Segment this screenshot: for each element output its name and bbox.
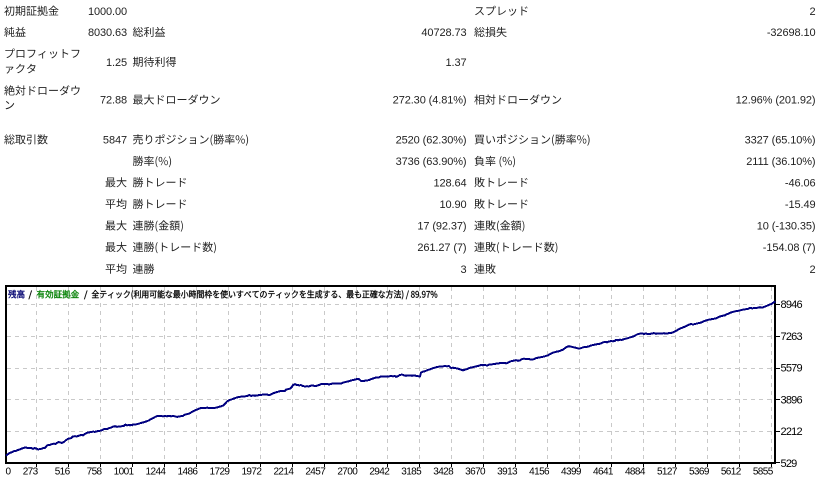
svg-text:5369: 5369 [689, 467, 710, 478]
svg-text:1001: 1001 [114, 467, 135, 478]
svg-text:5579: 5579 [781, 363, 803, 375]
svg-text:2: 2 [809, 6, 815, 18]
svg-text:2520 (62.30%): 2520 (62.30%) [396, 134, 467, 146]
svg-text:529: 529 [781, 458, 798, 470]
svg-text:273: 273 [23, 467, 39, 478]
svg-text:128.64: 128.64 [433, 177, 466, 189]
svg-text:261.27 (7): 261.27 (7) [417, 242, 466, 254]
svg-text:1972: 1972 [241, 467, 262, 478]
svg-text:8946: 8946 [781, 299, 803, 311]
svg-text:272.30 (4.81%): 272.30 (4.81%) [393, 95, 467, 107]
svg-text:1486: 1486 [178, 467, 199, 478]
svg-text:3670: 3670 [465, 467, 486, 478]
svg-text:3185: 3185 [401, 467, 422, 478]
svg-text:1000.00: 1000.00 [88, 6, 127, 18]
svg-text:2214: 2214 [273, 467, 294, 478]
svg-text:2212: 2212 [781, 426, 803, 438]
svg-text:1729: 1729 [210, 467, 231, 478]
svg-text:3736 (63.90%): 3736 (63.90%) [396, 156, 467, 168]
svg-text:4641: 4641 [593, 467, 614, 478]
svg-text:-46.06: -46.06 [785, 177, 816, 189]
svg-text:17 (92.37): 17 (92.37) [417, 221, 466, 233]
svg-text:8030.63: 8030.63 [88, 27, 127, 39]
svg-text:72.88: 72.88 [100, 95, 127, 107]
svg-text:3327 (65.10%): 3327 (65.10%) [745, 134, 816, 146]
svg-text:7263: 7263 [781, 331, 803, 343]
svg-text:1.37: 1.37 [445, 57, 466, 69]
svg-text:40728.73: 40728.73 [421, 27, 466, 39]
svg-text:3: 3 [460, 264, 466, 276]
svg-text:758: 758 [87, 467, 103, 478]
svg-text:10 (-130.35): 10 (-130.35) [757, 221, 816, 233]
svg-text:2111 (36.10%): 2111 (36.10%) [746, 156, 815, 168]
svg-text:5847: 5847 [103, 134, 127, 146]
svg-text:-154.08 (7): -154.08 (7) [763, 242, 816, 254]
svg-text:516: 516 [55, 467, 71, 478]
svg-text:3896: 3896 [781, 394, 803, 406]
svg-text:4156: 4156 [529, 467, 550, 478]
svg-text:3913: 3913 [497, 467, 518, 478]
svg-text:1.25: 1.25 [106, 57, 127, 69]
svg-text:1244: 1244 [146, 467, 167, 478]
svg-text:-15.49: -15.49 [785, 199, 816, 211]
svg-text:5612: 5612 [721, 467, 742, 478]
svg-text:-32698.10: -32698.10 [767, 27, 816, 39]
svg-text:2700: 2700 [337, 467, 358, 478]
svg-text:12.96% (201.92): 12.96% (201.92) [736, 95, 816, 107]
svg-text:2: 2 [809, 264, 815, 276]
svg-text:2457: 2457 [305, 467, 326, 478]
svg-text:3428: 3428 [433, 467, 454, 478]
svg-text:5855: 5855 [753, 467, 774, 478]
svg-text:10.90: 10.90 [439, 199, 466, 211]
svg-text:4884: 4884 [625, 467, 646, 478]
svg-text:5127: 5127 [657, 467, 678, 478]
svg-text:0: 0 [6, 467, 12, 478]
svg-text:4399: 4399 [561, 467, 582, 478]
svg-text:2942: 2942 [369, 467, 390, 478]
